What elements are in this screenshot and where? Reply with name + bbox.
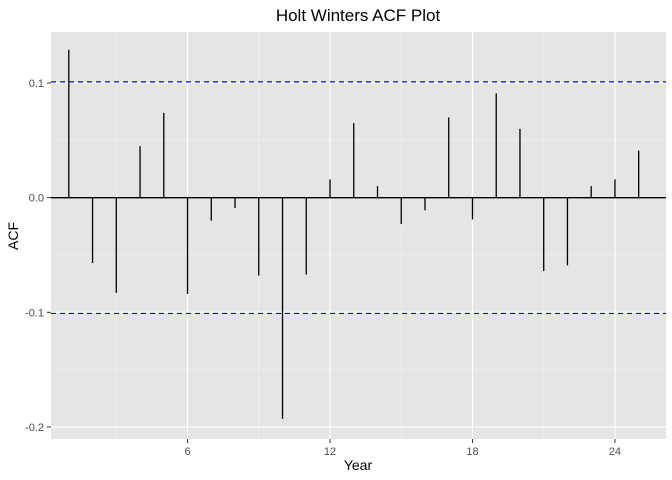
plot-panel xyxy=(51,32,666,439)
x-tick-label: 6 xyxy=(184,446,190,458)
y-axis: -0.2 -0.1 0.0 0.1 xyxy=(25,78,51,434)
y-tick-label: 0.0 xyxy=(29,193,44,205)
confidence-bounds xyxy=(51,81,666,315)
x-axis: 6 12 18 24 xyxy=(184,439,621,458)
x-tick-label: 24 xyxy=(609,446,621,458)
x-tick-label: 12 xyxy=(324,446,336,458)
x-axis-label: Year xyxy=(344,457,373,473)
acf-bars xyxy=(68,49,640,419)
chart-title: Holt Winters ACF Plot xyxy=(276,6,441,25)
y-tick-label: 0.1 xyxy=(29,78,44,90)
minor-gridlines xyxy=(51,32,666,439)
y-tick-label: -0.1 xyxy=(25,307,44,319)
y-tick-label: -0.2 xyxy=(25,422,44,434)
y-axis-label: ACF xyxy=(5,222,21,250)
x-tick-label: 18 xyxy=(466,446,478,458)
